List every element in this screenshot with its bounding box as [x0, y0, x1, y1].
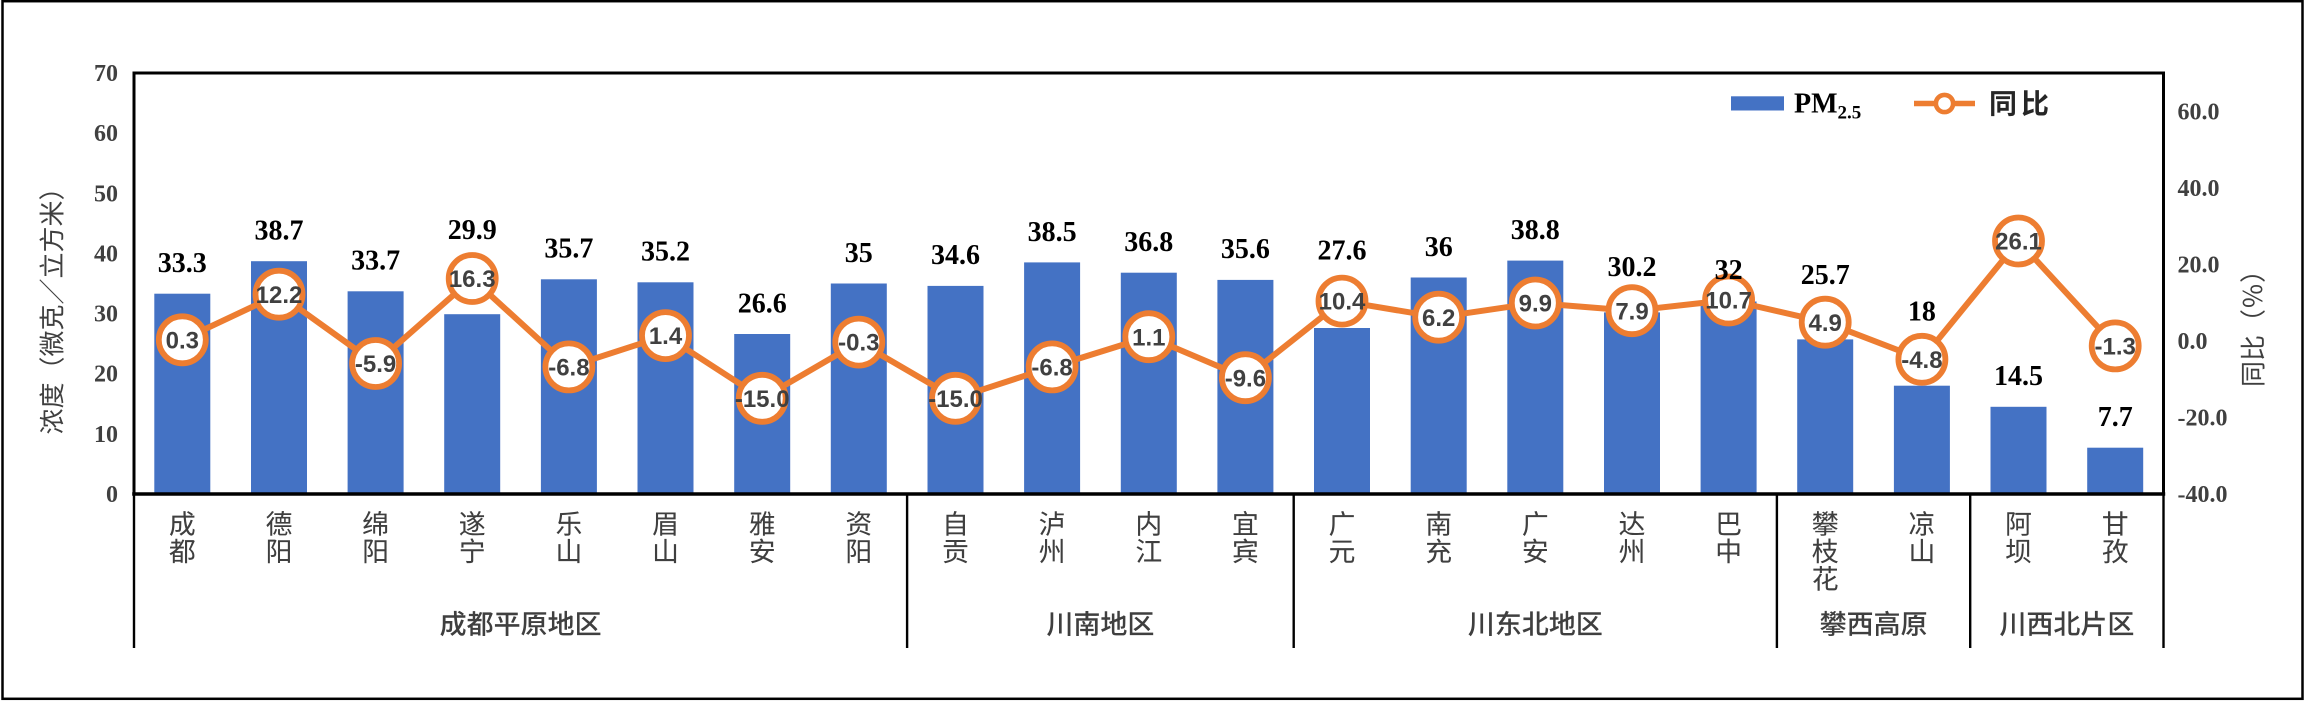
svg-text:25.7: 25.7: [1801, 260, 1850, 291]
svg-text:0.3: 0.3: [166, 327, 199, 354]
svg-text:-20.0: -20.0: [2178, 406, 2228, 432]
svg-text:50: 50: [94, 181, 118, 207]
svg-text:10.7: 10.7: [1705, 288, 1752, 315]
svg-text:35.2: 35.2: [641, 237, 690, 268]
svg-text:36: 36: [1425, 232, 1453, 263]
svg-text:1.4: 1.4: [649, 323, 683, 350]
svg-text:-5.9: -5.9: [355, 351, 396, 378]
svg-text:1.1: 1.1: [1132, 324, 1165, 351]
svg-text:32: 32: [1715, 255, 1743, 286]
svg-text:35.6: 35.6: [1221, 234, 1270, 265]
svg-text:-9.6: -9.6: [1225, 365, 1266, 392]
svg-text:-6.8: -6.8: [1031, 355, 1072, 382]
svg-text:40.0: 40.0: [2178, 176, 2220, 202]
svg-text:33.7: 33.7: [351, 246, 400, 277]
svg-text:60.0: 60.0: [2178, 99, 2220, 125]
svg-text:30.2: 30.2: [1608, 252, 1657, 283]
svg-text:0.0: 0.0: [2178, 329, 2208, 355]
svg-text:-0.3: -0.3: [838, 330, 879, 357]
svg-text:10: 10: [94, 422, 118, 448]
svg-text:7.7: 7.7: [2098, 402, 2133, 433]
svg-text:20: 20: [94, 362, 118, 388]
svg-text:35.7: 35.7: [544, 234, 593, 265]
svg-text:38.7: 38.7: [255, 216, 304, 247]
svg-text:29.9: 29.9: [448, 215, 497, 246]
svg-text:26.1: 26.1: [1995, 229, 2042, 256]
svg-text:0: 0: [106, 482, 118, 508]
svg-text:4.9: 4.9: [1809, 310, 1842, 337]
svg-text:38.5: 38.5: [1028, 217, 1077, 248]
svg-text:36.8: 36.8: [1124, 227, 1173, 258]
svg-text:18: 18: [1908, 296, 1936, 327]
svg-text:6.2: 6.2: [1422, 305, 1455, 332]
svg-text:-4.8: -4.8: [1901, 347, 1942, 374]
svg-text:38.8: 38.8: [1511, 215, 1560, 246]
svg-text:9.9: 9.9: [1519, 291, 1552, 318]
svg-text:60: 60: [94, 121, 118, 147]
svg-text:-1.3: -1.3: [2095, 334, 2136, 361]
svg-text:70: 70: [94, 61, 118, 87]
svg-text:-6.8: -6.8: [548, 355, 589, 382]
svg-text:-15.0: -15.0: [928, 386, 983, 413]
svg-text:27.6: 27.6: [1318, 235, 1367, 266]
svg-text:26.6: 26.6: [738, 288, 787, 319]
svg-text:16.3: 16.3: [449, 266, 496, 293]
svg-text:14.5: 14.5: [1994, 361, 2043, 392]
svg-text:7.9: 7.9: [1615, 298, 1648, 325]
svg-text:35: 35: [845, 238, 873, 269]
svg-text:12.2: 12.2: [256, 282, 303, 309]
svg-text:40: 40: [94, 241, 118, 267]
svg-text:33.3: 33.3: [158, 248, 207, 279]
svg-text:20.0: 20.0: [2178, 252, 2220, 278]
svg-text:-15.0: -15.0: [735, 386, 790, 413]
svg-text:-40.0: -40.0: [2178, 482, 2228, 508]
svg-text:34.6: 34.6: [931, 240, 980, 271]
svg-text:30: 30: [94, 302, 118, 328]
svg-text:10.4: 10.4: [1319, 289, 1366, 316]
